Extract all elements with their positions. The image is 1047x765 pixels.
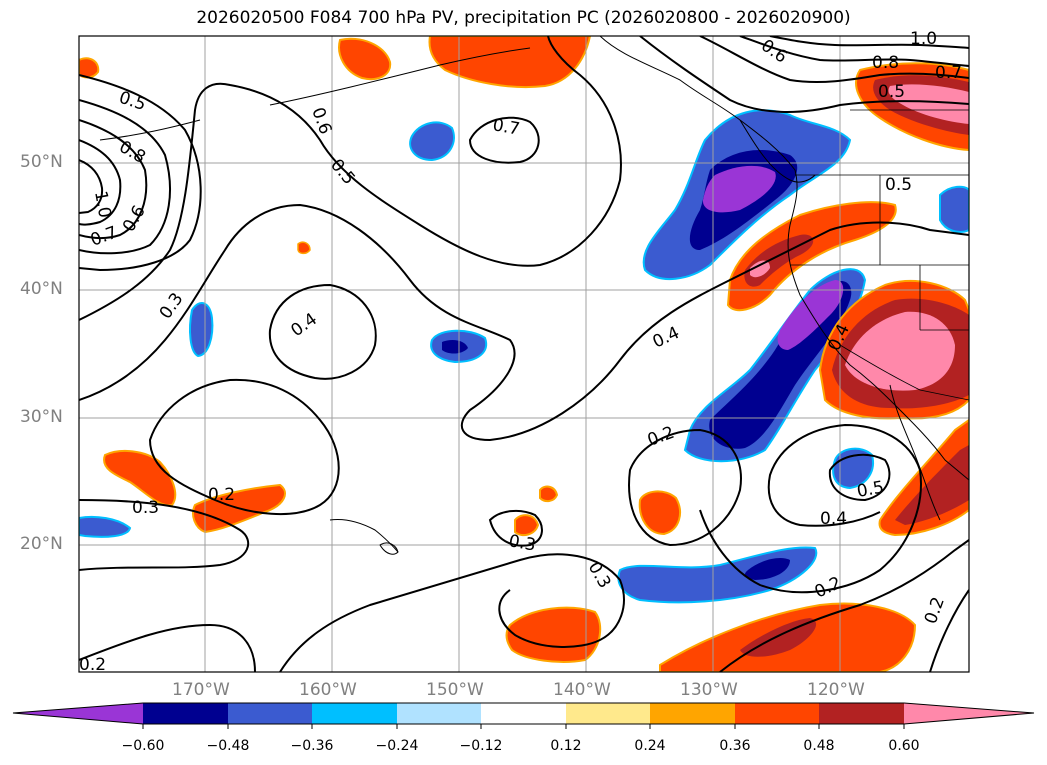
contour-label: 0.3 (507, 531, 537, 555)
colorbar-swatch (819, 703, 904, 724)
colorbar-swatch (735, 703, 819, 724)
colorbar-swatch (650, 703, 735, 724)
colorbar-extend-min (13, 703, 143, 724)
colorbar-swatch (143, 703, 228, 724)
colorbar-swatch (481, 703, 566, 724)
contour-label: 0.7 (935, 63, 962, 83)
lat-label-20n: 20°N (20, 534, 63, 554)
lon-label-140w: 140°W (553, 680, 611, 700)
contour-label: 0.2 (208, 485, 235, 505)
contour-label: 0.5 (855, 478, 885, 502)
colorbar-tick: −0.12 (459, 738, 503, 754)
colorbar-extend-max (904, 703, 1034, 724)
colorbar-tick: 0.12 (550, 738, 582, 754)
colorbar (12, 702, 1035, 729)
lat-label-50n: 50°N (20, 152, 63, 172)
contour-label: 0.4 (820, 509, 847, 529)
lat-label-30n: 30°N (20, 407, 63, 427)
colorbar-tick: 0.48 (803, 738, 835, 754)
colorbar-swatch (312, 703, 397, 724)
map-title: 2026020500 F084 700 hPa PV, precipitatio… (196, 8, 851, 28)
colorbar-tick: 0.24 (634, 738, 666, 754)
lon-label-130w: 130°W (680, 680, 738, 700)
contour-label: 0.5 (885, 175, 912, 195)
contour-label: 0.3 (132, 498, 159, 518)
colorbar-swatch (397, 703, 481, 724)
lon-label-160w: 160°W (299, 680, 357, 700)
political-borders (790, 109, 969, 401)
pv-contours (79, 36, 969, 672)
colorbar-swatch (566, 703, 650, 724)
lon-label-170w: 170°W (172, 680, 230, 700)
colorbar-tick: 0.36 (719, 738, 751, 754)
lon-label-150w: 150°W (426, 680, 484, 700)
contour-label: 1.0 (90, 189, 114, 219)
lon-label-120w: 120°W (807, 680, 865, 700)
map-frame (78, 35, 970, 673)
coastlines (99, 36, 969, 555)
contour-label: 0.8 (872, 53, 899, 73)
lat-label-40n: 40°N (20, 279, 63, 299)
contour-label: 0.2 (79, 655, 106, 675)
colorbar-tick: −0.60 (121, 738, 165, 754)
colorbar-tick: −0.24 (375, 738, 419, 754)
colorbar-tick: −0.36 (290, 738, 334, 754)
precip-shading (79, 36, 969, 672)
contour-label: 0.7 (491, 115, 521, 139)
colorbar-swatch (228, 703, 312, 724)
colorbar-tick: 0.60 (888, 738, 920, 754)
contour-label: 1.0 (910, 29, 937, 49)
contour-label: 0.5 (878, 82, 905, 102)
colorbar-tick: −0.48 (206, 738, 250, 754)
